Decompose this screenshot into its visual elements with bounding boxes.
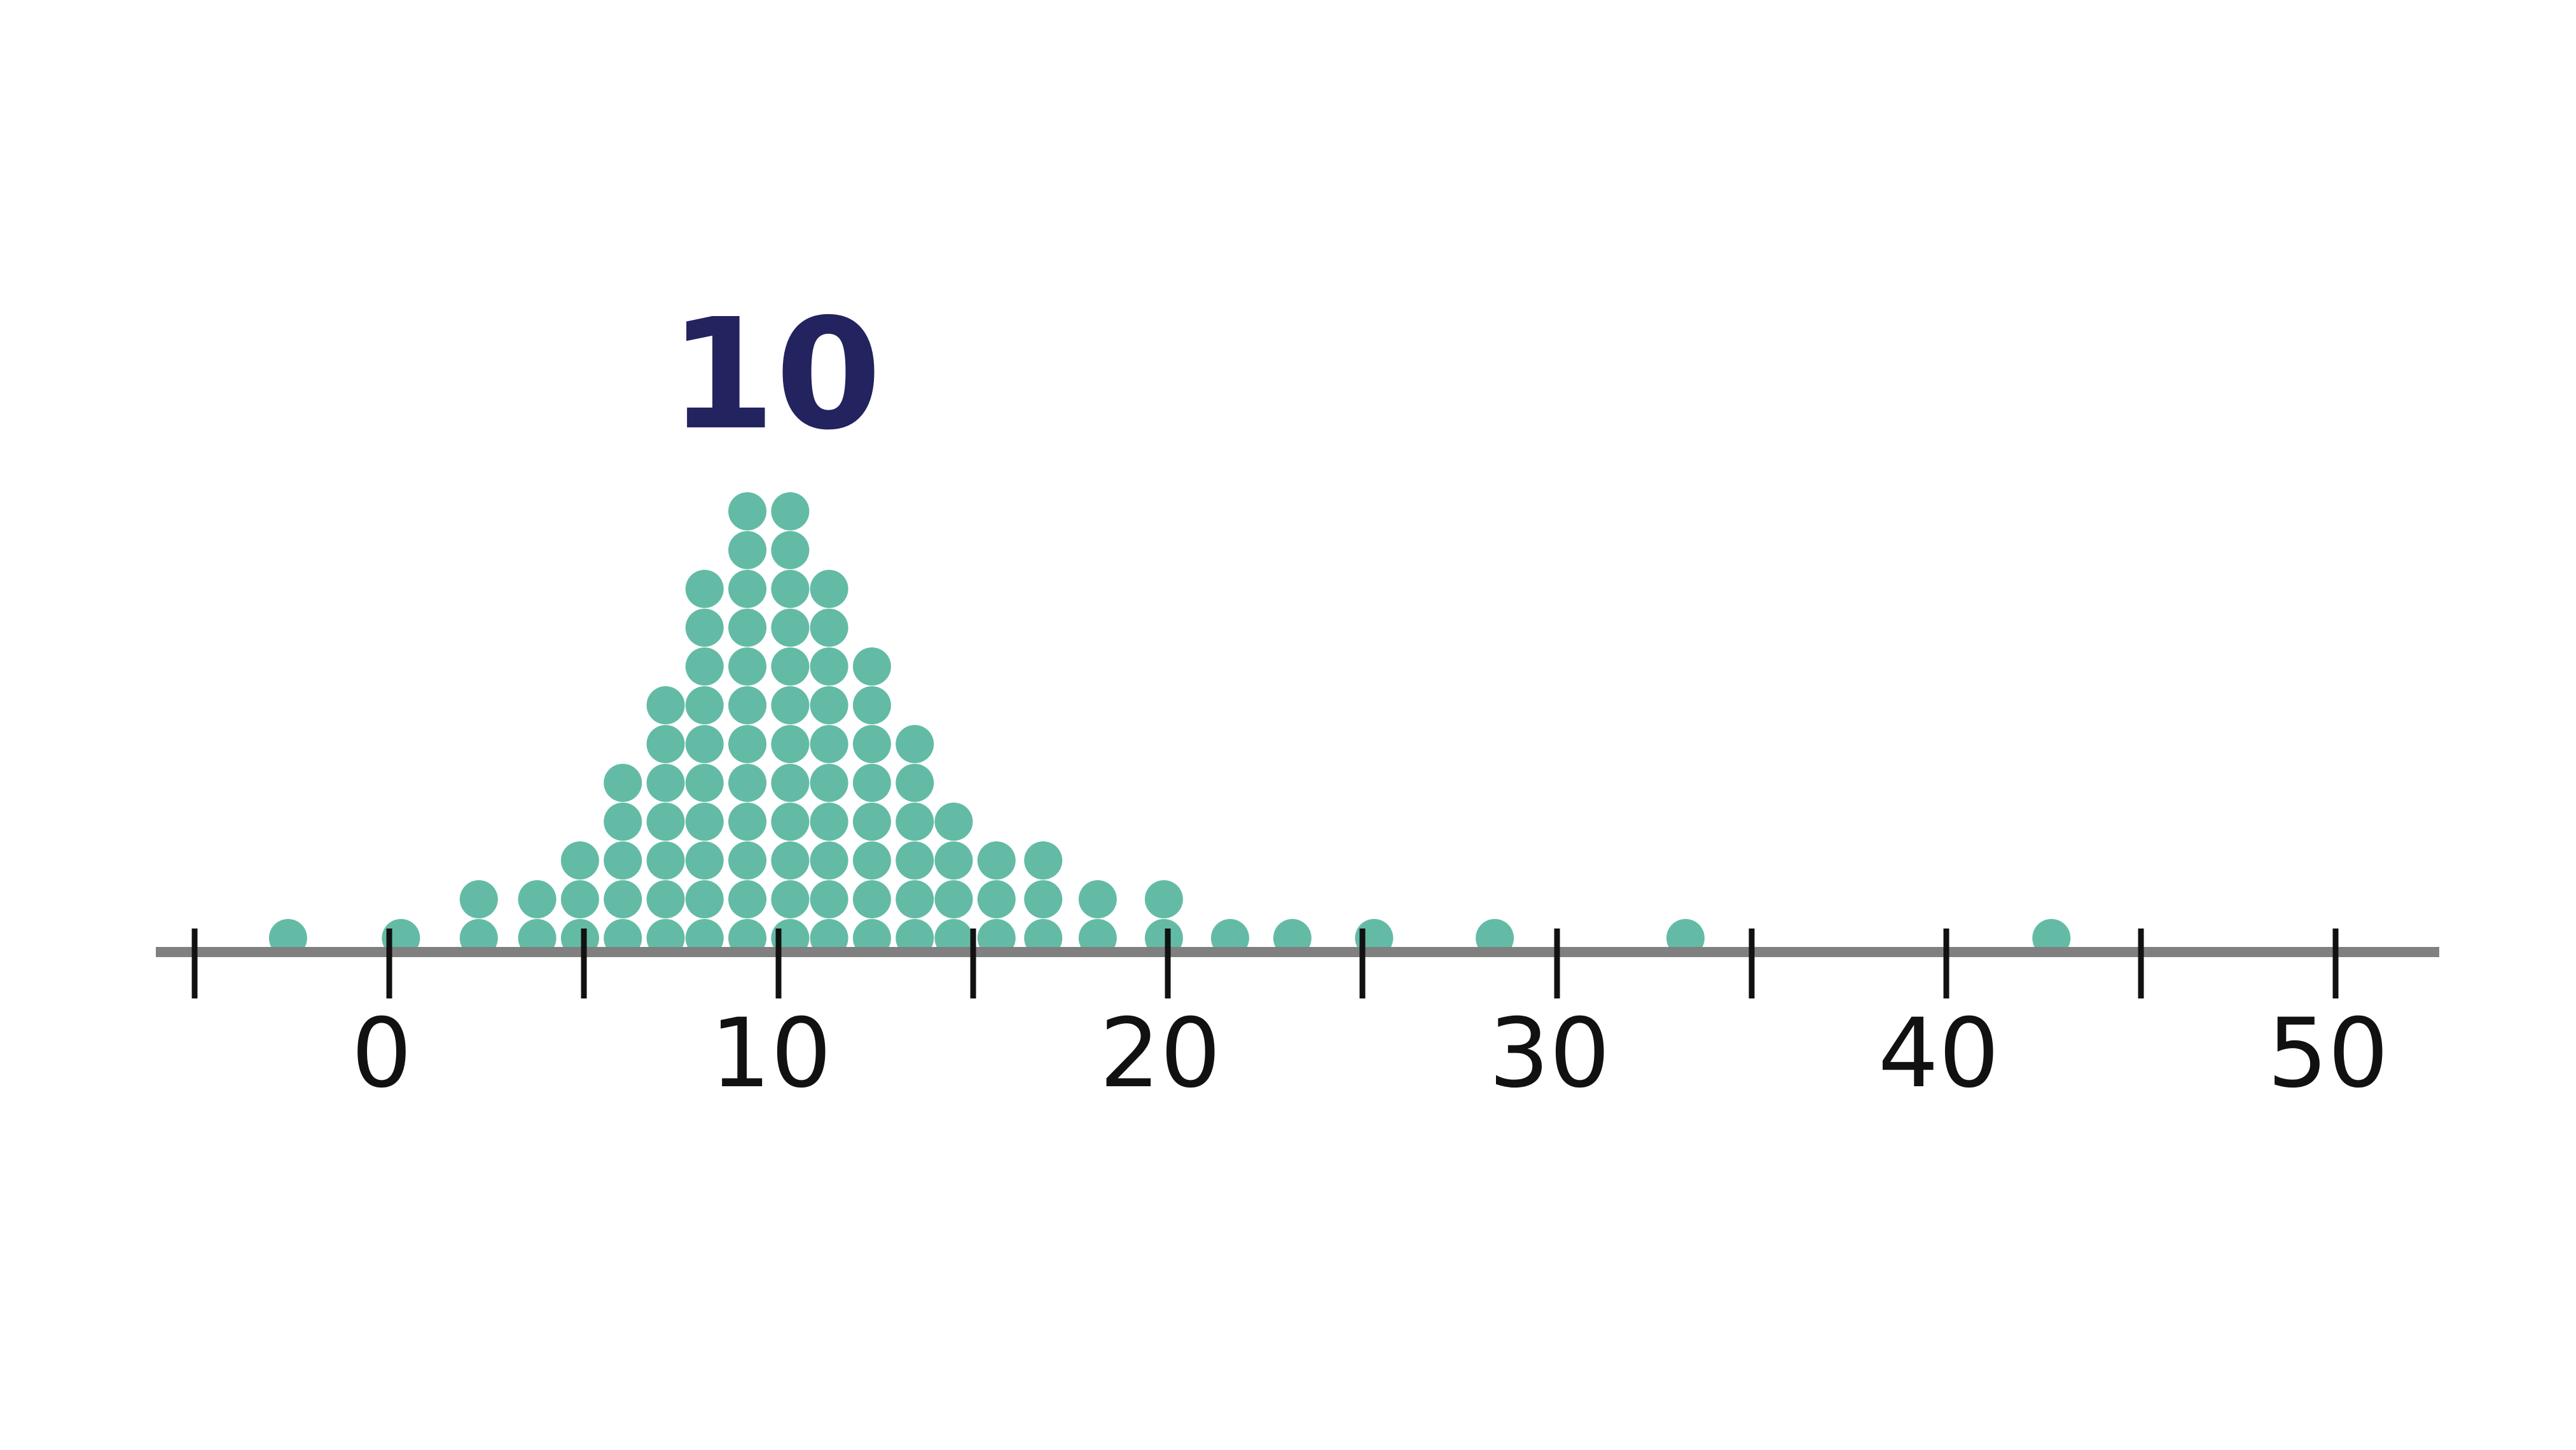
- data-dot: [646, 764, 685, 802]
- data-dot: [728, 803, 767, 841]
- data-dot: [1024, 841, 1063, 880]
- data-dot: [685, 570, 724, 608]
- data-dot: [896, 841, 934, 880]
- dots-layer: [268, 492, 2071, 957]
- data-dot: [1024, 880, 1063, 918]
- data-dot: [810, 764, 848, 802]
- data-dot: [810, 880, 848, 918]
- data-dot: [560, 841, 599, 880]
- data-dot: [685, 686, 724, 724]
- data-dot: [604, 841, 642, 880]
- data-dot: [771, 803, 810, 841]
- data-dot: [810, 647, 848, 686]
- data-dot: [810, 841, 848, 880]
- data-dot: [896, 725, 934, 763]
- data-dot: [896, 764, 934, 802]
- data-dot: [771, 570, 810, 608]
- data-dot: [771, 686, 810, 724]
- data-dot: [518, 880, 557, 918]
- x-tick-label: 20: [1100, 998, 1221, 1109]
- x-axis: [156, 929, 2439, 998]
- x-tick-label: 10: [710, 998, 832, 1109]
- data-dot: [728, 880, 767, 918]
- data-dot: [560, 880, 599, 918]
- annotation-label: 10: [669, 286, 882, 464]
- data-dot: [852, 764, 891, 802]
- data-dot: [810, 803, 848, 841]
- data-dot: [646, 880, 685, 918]
- data-dot: [685, 841, 724, 880]
- data-dot: [728, 686, 767, 724]
- data-dot: [771, 764, 810, 802]
- data-dot: [646, 803, 685, 841]
- data-dot: [728, 725, 767, 763]
- data-dot: [685, 764, 724, 802]
- data-dot: [604, 803, 642, 841]
- data-dot: [771, 880, 810, 918]
- data-dot: [728, 609, 767, 647]
- data-dot: [685, 725, 724, 763]
- data-dot: [685, 647, 724, 686]
- data-dot: [728, 492, 767, 530]
- data-dot: [934, 841, 973, 880]
- data-dot: [977, 841, 1016, 880]
- data-dot: [852, 686, 891, 724]
- data-dot: [728, 570, 767, 608]
- data-dot: [771, 647, 810, 686]
- data-dot: [896, 803, 934, 841]
- data-dot: [604, 880, 642, 918]
- x-tick-label: 0: [351, 998, 412, 1109]
- data-dot: [604, 764, 642, 802]
- data-dot: [810, 686, 848, 724]
- data-dot: [852, 803, 891, 841]
- data-dot: [771, 492, 810, 530]
- data-dot: [977, 880, 1016, 918]
- x-tick-label: 40: [1878, 998, 2000, 1109]
- data-dot: [771, 841, 810, 880]
- data-dot: [728, 647, 767, 686]
- data-dot: [934, 803, 973, 841]
- data-dot: [810, 570, 848, 608]
- data-dot: [728, 764, 767, 802]
- data-dot: [646, 686, 685, 724]
- data-dot: [771, 609, 810, 647]
- data-dot: [1144, 880, 1183, 918]
- data-dot: [685, 880, 724, 918]
- data-dot: [810, 609, 848, 647]
- data-dot: [771, 725, 810, 763]
- data-dot: [646, 841, 685, 880]
- data-dot: [852, 647, 891, 686]
- tick-labels: 0 10 20 30 40 50: [351, 998, 2388, 1109]
- data-dot: [934, 880, 973, 918]
- data-dot: [685, 609, 724, 647]
- data-dot: [852, 880, 891, 918]
- x-tick-label: 30: [1489, 998, 1610, 1109]
- data-dot: [771, 531, 810, 569]
- data-dot: [852, 725, 891, 763]
- data-dot: [459, 880, 498, 918]
- x-tick-label: 50: [2268, 998, 2389, 1109]
- data-dot: [728, 531, 767, 569]
- data-dot: [852, 841, 891, 880]
- data-dot: [728, 841, 767, 880]
- data-dot: [646, 725, 685, 763]
- data-dot: [1078, 880, 1117, 918]
- data-dot: [810, 725, 848, 763]
- data-dot: [896, 880, 934, 918]
- data-dot: [685, 803, 724, 841]
